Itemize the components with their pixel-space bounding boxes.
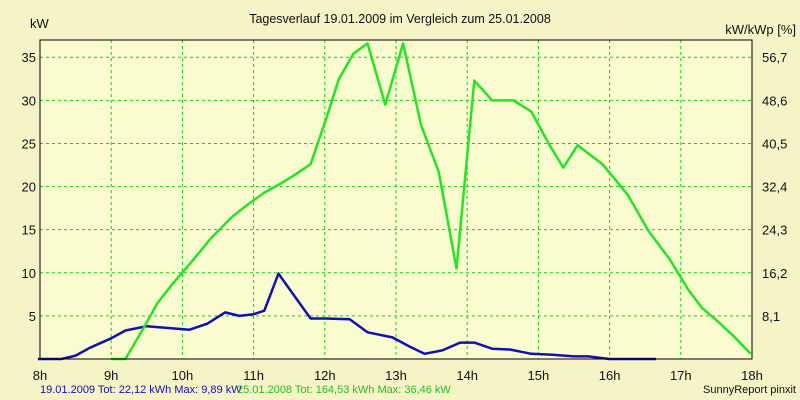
y-left-tick-label: 20 [22, 180, 36, 195]
series-layer [37, 42, 752, 361]
grid [40, 40, 752, 359]
x-tick-label: 15h [528, 368, 550, 383]
y-axis-right-label: kW/kWp [%] [725, 22, 796, 37]
x-tick-label: 13h [385, 368, 407, 383]
series-line-1 [37, 272, 656, 361]
x-tick-label: 14h [456, 368, 478, 383]
y-left-tick-label: 10 [22, 266, 36, 281]
x-tick-label: 8h [33, 368, 47, 383]
y-right-tick-labels: 8,1 16,2 24,3 32,4 40,5 48,6 56,7 [762, 50, 787, 324]
chart-title: Tagesverlauf 19.01.2009 im Vergleich zum… [249, 12, 551, 26]
x-tick-label: 18h [741, 368, 763, 383]
y-axis-left-label: kW [30, 16, 50, 31]
y-right-tick-label: 48,6 [762, 93, 787, 108]
x-tick-label: 17h [670, 368, 692, 383]
y-right-tick-label: 24,3 [762, 223, 787, 238]
y-left-tick-labels: 5 10 15 20 25 30 35 [22, 50, 36, 324]
plot-border [39, 39, 753, 360]
x-tick-labels: 8h 9h 10h 11h 12h 13h 14h 15h 16h 17h 18h [33, 368, 763, 383]
y-left-tick-label: 15 [22, 223, 36, 238]
x-tick-label: 12h [314, 368, 336, 383]
y-right-tick-label: 8,1 [762, 309, 780, 324]
y-right-tick-label: 32,4 [762, 180, 787, 195]
x-tick-label: 11h [243, 368, 264, 383]
x-tick-label: 9h [104, 368, 118, 383]
y-left-tick-label: 25 [22, 136, 36, 151]
legend-series-2: 25.01.2008 Tot: 164,53 kWh Max: 36,46 kW [237, 384, 451, 396]
x-tick-label: 16h [599, 368, 621, 383]
x-tick-label: 10h [172, 368, 194, 383]
y-left-tick-label: 30 [22, 93, 36, 108]
y-left-tick-label: 35 [22, 50, 36, 65]
y-right-tick-label: 16,2 [762, 266, 787, 281]
y-right-tick-label: 56,7 [762, 50, 787, 65]
legend-series-1: 19.01.2009 Tot: 22,12 kWh Max: 9,89 kW [40, 384, 242, 396]
credit-text: SunnyReport pinxit [703, 384, 796, 396]
series-line-2 [111, 42, 752, 361]
y-right-tick-label: 40,5 [762, 136, 787, 151]
y-left-tick-label: 5 [29, 309, 36, 324]
